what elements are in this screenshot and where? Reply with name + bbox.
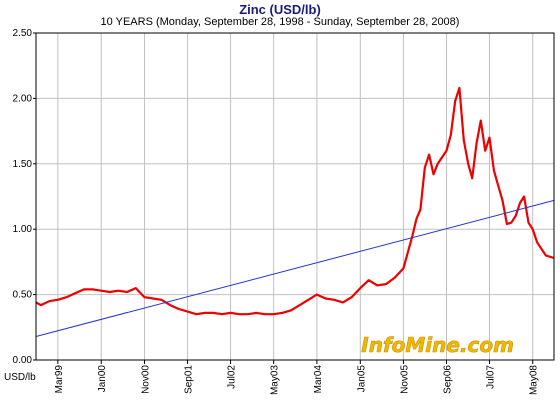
- x-tick-label: Sep01: [184, 365, 195, 394]
- y-axis-label: USD/lb: [4, 372, 36, 383]
- x-tick-label: Mar99: [54, 365, 65, 394]
- x-tick-label: Sep06: [443, 365, 454, 394]
- x-tick-label: Jan00: [97, 365, 108, 393]
- x-tick-label: Jul07: [485, 365, 496, 389]
- x-tick-label: May08: [529, 365, 540, 395]
- y-tick-label: 1.50: [13, 159, 33, 170]
- x-tick-label: Jan05: [356, 365, 367, 393]
- watermark-text: InfoMine.com: [361, 333, 514, 357]
- x-tick-labels: Mar99 Jan00 Nov00 Sep01 Jul02 May03 Mar04 Jan05…: [54, 365, 540, 395]
- x-tick-label: Nov05: [399, 365, 410, 394]
- y-tick-label: 2.50: [13, 28, 33, 39]
- trend-line: [35, 199, 555, 337]
- x-tick-label: Jul02: [227, 365, 238, 389]
- chart-subtitle: 10 YEARS (Monday, September 28, 1998 - S…: [100, 16, 460, 28]
- y-tick-label: 1.00: [13, 224, 33, 235]
- y-tick-label: 2.00: [13, 93, 33, 104]
- watermark-layer: InfoMine.com: [361, 333, 514, 358]
- y-tick-label: 0.00: [13, 355, 33, 366]
- y-tick-labels: 0.00 0.50 1.00 1.50 2.00 2.50: [13, 28, 33, 366]
- chart-title: Zinc (USD/lb): [239, 2, 321, 17]
- grid-lines: [33, 32, 554, 364]
- x-tick-label: May03: [270, 365, 281, 395]
- price-line: [35, 86, 555, 316]
- series-layer: [35, 86, 555, 337]
- plot-frame: [35, 32, 555, 361]
- x-tick-label: Mar04: [313, 365, 324, 394]
- x-tick-label: Nov00: [140, 365, 151, 394]
- y-tick-label: 0.50: [13, 290, 33, 301]
